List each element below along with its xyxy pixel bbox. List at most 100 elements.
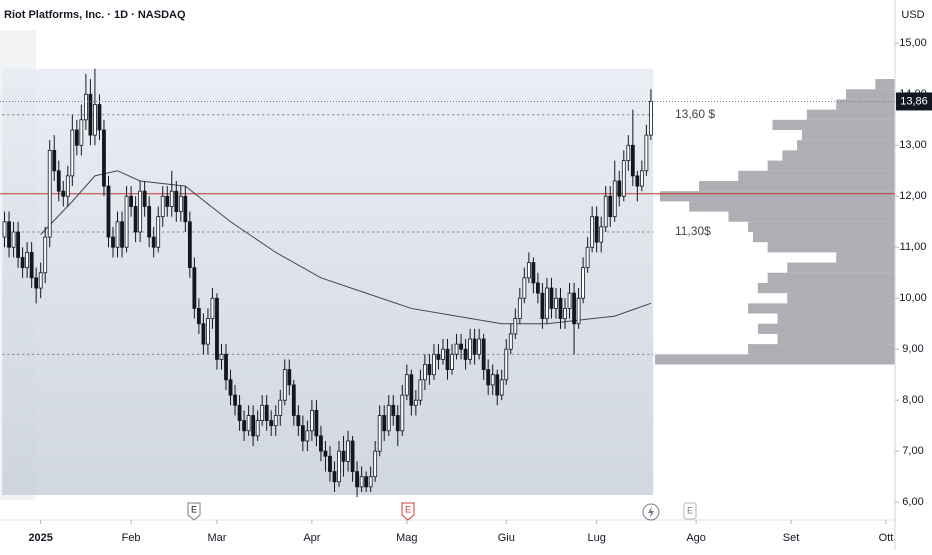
candle-body [649,101,653,136]
candle-body [237,404,242,421]
candle-body [25,251,30,269]
candle-body [504,348,509,381]
candle-body [88,93,93,136]
volume-profile-bar [787,262,895,273]
candle-body [391,404,396,416]
candle-body [255,420,260,437]
candle-body [341,450,346,462]
candle-body [364,476,369,488]
candle-body [106,185,111,238]
candle-body [441,348,445,360]
candle-body [251,415,256,437]
volume-profile-bar [659,191,895,202]
last-price-tag [896,92,932,111]
candle-body [508,333,513,350]
candle-body [468,338,473,360]
candle-body [608,195,613,218]
candle-body [305,430,310,442]
volume-profile-bar [752,231,895,243]
candle-body [124,195,129,248]
x-tick-label: Lug [587,532,605,544]
candle-body [61,190,66,197]
candle-body [386,404,391,432]
candle-body [219,353,224,360]
candle-body [264,404,269,421]
candle-body [558,297,563,320]
candle-body [97,104,102,131]
x-tick-label: Ott [879,532,894,544]
candle-body [70,129,75,177]
candle-body [242,420,246,432]
candle-body [178,195,183,212]
volume-profile-bar [655,354,895,365]
x-tick-label: Giu [498,532,515,544]
candle-body [450,353,454,371]
x-tick-label: Feb [122,532,141,544]
price-level-label: 13,60 $ [675,107,715,121]
candle-body [536,282,540,294]
candle-body [332,471,337,483]
candle-body [373,450,378,478]
candle-body [445,348,450,371]
candle-body [427,364,432,376]
candle-body [395,415,400,432]
candle-body [79,119,84,146]
candle-body [630,144,635,177]
candle-body [422,364,427,381]
candle-body [206,318,210,345]
event-icon[interactable]: E [683,502,697,520]
candle-body [2,221,7,238]
event-icon[interactable]: E [401,502,415,521]
moving-average [40,170,652,325]
candle-body [120,221,124,248]
x-tick-label: Mag [396,532,417,544]
volume-profile-bar [767,242,895,253]
event-label: E [191,504,197,514]
candle-body [165,195,170,207]
event-label: E [405,504,411,514]
candle-body [594,216,599,243]
candle-body [323,450,328,457]
volume-profile-bar [801,130,895,141]
dividend-icon[interactable] [642,503,660,521]
volume-profile-bar [757,282,895,294]
candle-body [549,287,554,309]
candle-body [142,190,147,207]
candle-body [463,348,468,360]
x-tick-label: 2025 [28,532,52,544]
candle-body [576,297,581,325]
candle-body [174,190,179,212]
candle-body [300,425,305,442]
candle-body [337,450,341,483]
volume-profile-bar [748,303,895,314]
candle-body [147,206,152,238]
volume-profile-bar [782,150,895,161]
candle-body [29,251,34,279]
candle-body [454,343,459,355]
candle-body [196,308,201,325]
candle-body [626,144,631,161]
candle-body [436,353,441,360]
candle-body [246,415,251,432]
candle-body [635,175,640,187]
candle-body [34,277,39,289]
candle-body [129,195,133,207]
volume-profile-bar [767,160,895,171]
candle-body [138,190,143,233]
event-label: E [687,505,693,515]
volume-profile-bar [757,323,895,334]
candle-body [228,379,233,396]
candle-body [210,297,215,320]
candle-body [20,257,25,269]
candle-body [183,195,188,223]
candle-body [43,236,48,274]
volume-profile-bar [748,344,895,355]
volume-profile-bar [806,109,895,120]
candle-body [359,476,364,488]
candle-body [215,297,219,360]
candle-body [319,435,323,452]
candle-body [65,175,70,197]
event-icon[interactable]: E [187,502,201,521]
candle-body [296,415,301,427]
candle-body [278,399,283,416]
